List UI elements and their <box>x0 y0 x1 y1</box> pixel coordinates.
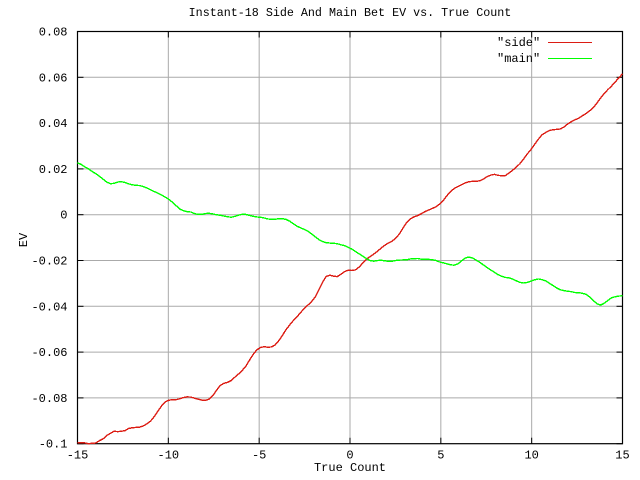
svg-text:-0.06: -0.06 <box>31 346 67 360</box>
svg-text:-0.04: -0.04 <box>31 300 67 314</box>
svg-text:0.06: 0.06 <box>39 71 68 85</box>
svg-text:0.04: 0.04 <box>39 117 68 131</box>
svg-text:-0.02: -0.02 <box>31 255 67 269</box>
svg-text:-0.1: -0.1 <box>39 438 68 452</box>
svg-text:-0.08: -0.08 <box>31 392 67 406</box>
svg-text:0.08: 0.08 <box>39 26 68 40</box>
svg-text:"side": "side" <box>497 36 540 50</box>
svg-text:"main": "main" <box>497 52 540 66</box>
svg-text:0.02: 0.02 <box>39 163 68 177</box>
svg-text:0: 0 <box>60 209 67 223</box>
